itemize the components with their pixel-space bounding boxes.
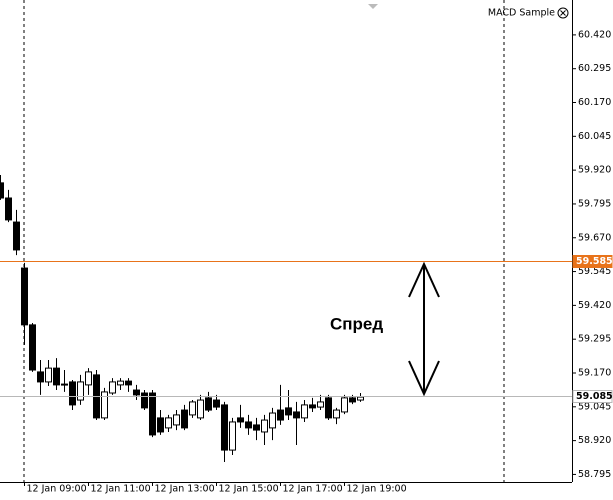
candle-body [189,401,196,416]
candle-body [157,417,164,433]
candle-body [285,407,292,416]
candle-body [69,381,76,406]
price-level-box [572,390,613,403]
candle-body [101,391,108,419]
y-tick-label: 59.420 [578,300,611,311]
candle-body [109,381,116,394]
y-tick-label: 59.045 [578,401,611,412]
candle-body [253,424,260,431]
candle-body [133,389,140,396]
candle-body [117,380,124,386]
shift-marker [368,4,378,9]
y-tick-label: 58.920 [578,435,611,446]
annotation: Спред [330,314,383,333]
y-tick-label: 60.420 [578,29,611,40]
y-tick-label: 59.670 [578,232,611,243]
candle-body [29,324,36,371]
candle-body [357,396,364,401]
y-tick-label: 59.795 [578,198,611,209]
candle-body [261,419,268,433]
y-tick-label: 59.920 [578,165,611,176]
candle-body [5,197,12,221]
candle-body [317,401,324,408]
candle-body [13,221,20,251]
y-tick-label: 60.170 [578,97,611,108]
candle-body [165,417,172,429]
candle-body [341,397,348,413]
candle-body [333,409,340,419]
candle-body [197,399,204,419]
x-tick-label: 12 Jan 17:00 [283,484,343,495]
x-tick-label: 12 Jan 11:00 [91,484,151,495]
candle-body [237,417,244,423]
x-tick-label: 12 Jan 13:00 [155,484,215,495]
y-tick-label: 60.295 [578,63,611,74]
candle-body [229,421,236,451]
candle-body [21,267,28,326]
candle-body [77,381,84,401]
indicator-icon [557,7,569,19]
candle-body [213,399,220,408]
price-level-label: 59.085 [576,391,613,402]
candle-body [277,409,284,421]
candle-body [221,404,228,451]
candle-body [269,412,276,429]
candle-body [309,404,316,409]
candle-body [125,380,132,386]
candle-body [37,371,44,383]
indicator-label: MACD Sample [488,8,555,19]
price-level-label: 59.585 [576,256,613,267]
candle-body [141,392,148,409]
candle-body [301,404,308,419]
y-tick-label: 58.795 [578,469,611,480]
candle-body [205,397,212,411]
candle-body [85,371,92,386]
candle-body [181,409,188,429]
y-tick-label: 59.295 [578,334,611,345]
spread-arrow [408,261,440,397]
x-tick-label: 12 Jan 19:00 [347,484,407,495]
candle-body [0,182,4,199]
candle-body [245,421,252,429]
candle-body [149,392,156,436]
x-tick-label: 12 Jan 09:00 [27,484,87,495]
y-tick-label: 59.545 [578,266,611,277]
y-tick-label: 60.045 [578,131,611,142]
candle-body [53,367,60,386]
candle-body [349,397,356,403]
candle-body [61,383,68,386]
price-level-box [572,255,613,268]
y-tick-label: 59.170 [578,367,611,378]
x-tick-label: 12 Jan 15:00 [219,484,279,495]
candle-body [325,397,332,419]
candle-body [173,414,180,426]
candle-body [45,367,52,383]
candle-body [293,411,300,419]
